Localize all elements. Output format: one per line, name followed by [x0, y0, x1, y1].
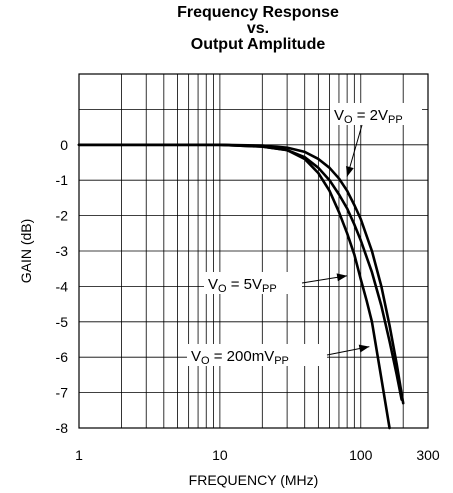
annotation-arrowhead: [346, 165, 354, 177]
grid: [79, 74, 428, 428]
annotation-arrowhead: [336, 273, 348, 282]
chart-title-line: Frequency Response: [177, 4, 339, 21]
x-tick-label: 300: [416, 447, 440, 463]
annotation-label: VO = 2VPP: [334, 107, 403, 126]
series-line-3: [77, 143, 391, 430]
x-tick-label: 1: [75, 447, 83, 463]
annotation-label: VO = 5VPP: [208, 276, 277, 295]
y-tick-label: -1: [56, 172, 69, 188]
annotation-background: [330, 103, 422, 125]
y-tick-label: -5: [56, 314, 69, 330]
chart-title-line: vs.: [247, 20, 269, 37]
tick-labels: 0 -1 -2 -3 -4 -5 -6 -7 -8 1 10 100 300: [56, 137, 440, 463]
y-tick-label: -4: [56, 278, 69, 294]
series-lines: [77, 143, 405, 430]
y-axis-label: GAIN (dB): [18, 219, 34, 284]
annotation-label: VO = 200mVPP: [191, 348, 289, 367]
annotations: VO = 2VPP VO = 5VPP VO = 200mVPP: [187, 103, 422, 367]
y-tick-label: -3: [56, 243, 69, 259]
y-tick-label: -8: [56, 420, 69, 436]
y-tick-label: 0: [60, 137, 68, 153]
y-tick-label: -7: [56, 385, 69, 401]
y-tick-label: -2: [56, 208, 69, 224]
x-tick-label: 10: [212, 447, 228, 463]
y-tick-label: -6: [56, 349, 69, 365]
x-tick-label: 100: [349, 447, 373, 463]
annotation-background: [187, 344, 327, 366]
annotation-arrowhead: [358, 344, 370, 353]
plot-border: [78, 73, 429, 429]
chart-title-line: Output Amplitude: [191, 36, 326, 53]
annotation-background: [204, 272, 302, 294]
plot-frame: [78, 73, 429, 429]
x-axis-label: FREQUENCY (MHz): [189, 472, 319, 488]
